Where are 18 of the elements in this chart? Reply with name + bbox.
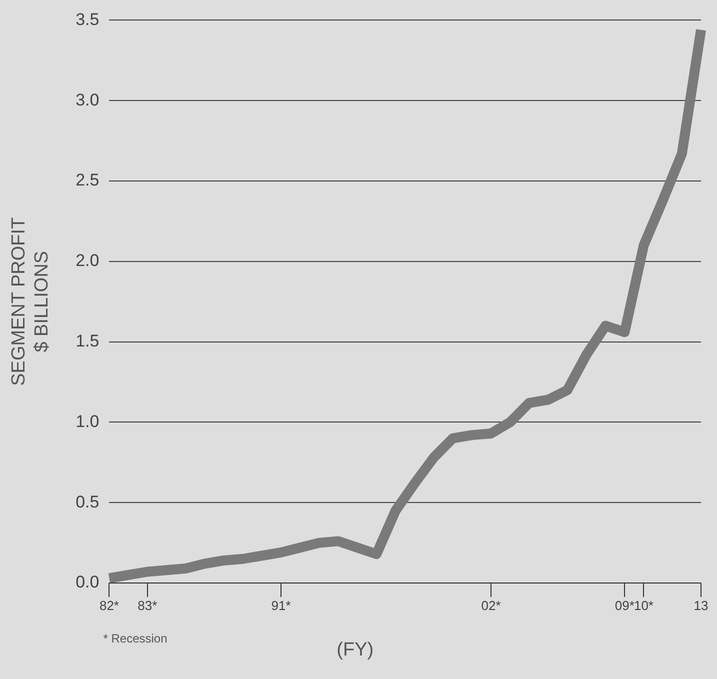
y-tick-label: 1.5 (76, 331, 100, 350)
text: * Recession (103, 631, 168, 646)
x-tick-label: 83* (138, 598, 158, 614)
x-tick-label: 02* (481, 598, 501, 614)
x-tick-label: 82* (99, 598, 119, 614)
x-axis-title: (FY) (336, 640, 374, 661)
y-axis-title: SEGMENT PROFIT $ BILLIONS (8, 216, 52, 386)
y-tick-label: 0.5 (76, 492, 100, 512)
x-tick-label: 13 (694, 598, 708, 614)
x-tick-label: 10* (634, 598, 654, 614)
y-tick-label: 0.0 (76, 572, 100, 592)
x-tick-label: 09* (614, 598, 634, 614)
y-tick-label: 1.0 (76, 412, 100, 431)
y-tick-label: 2.5 (76, 170, 100, 190)
y-tick-label: 2.0 (76, 251, 100, 270)
x-tick-label: 91* (271, 598, 291, 614)
y-tick-label: 3.5 (76, 10, 100, 29)
y-tick-label: 3.0 (76, 90, 100, 110)
